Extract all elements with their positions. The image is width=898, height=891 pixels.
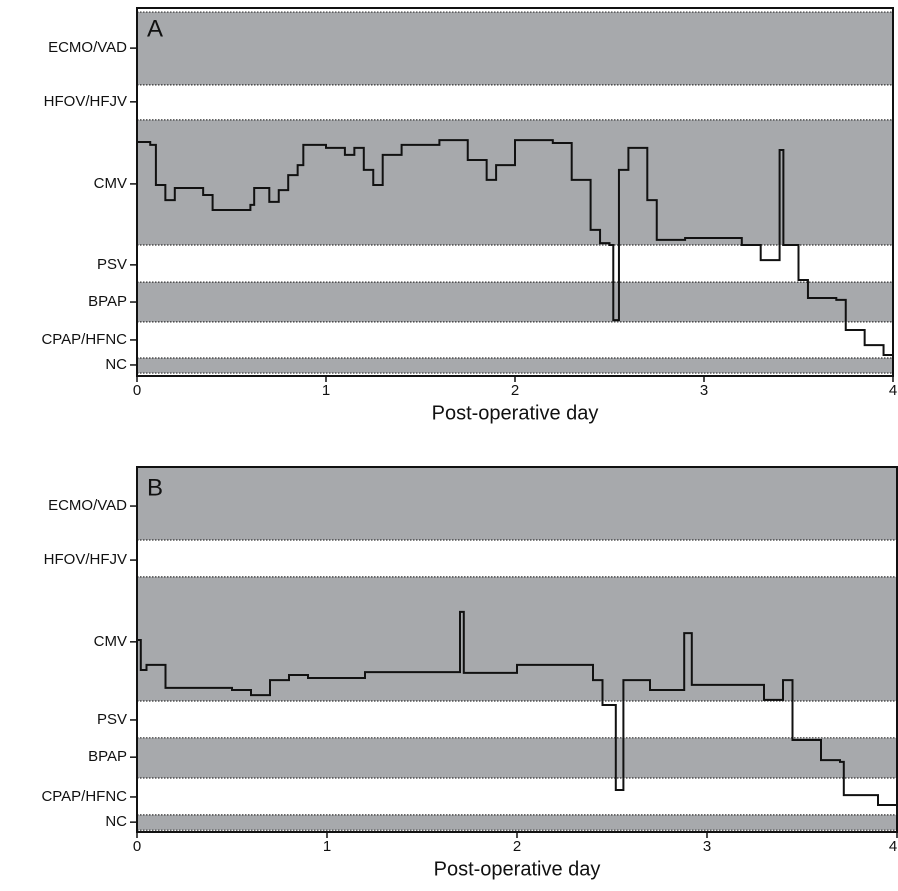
y-tick-label: ECMO/VAD (48, 39, 127, 56)
series-line (137, 610, 898, 812)
y-tick-label: PSV (97, 711, 127, 728)
y-tick-label: HFOV/HFJV (44, 551, 127, 568)
panel-label: B (147, 474, 163, 501)
x-tick-label: 3 (700, 382, 708, 399)
band (137, 282, 893, 322)
band (137, 814, 897, 831)
panel-label: A (147, 15, 163, 42)
x-tick-label: 0 (133, 382, 141, 399)
x-tick-label: 1 (323, 838, 331, 855)
x-tick-label: 4 (889, 382, 897, 399)
x-tick-label: 2 (513, 838, 521, 855)
x-tick-label: 3 (703, 838, 711, 855)
x-axis-label: Post-operative day (432, 402, 599, 424)
y-tick-label: CPAP/HFNC (41, 788, 127, 805)
x-axis-label: Post-operative day (434, 858, 601, 880)
y-tick-label: HFOV/HFJV (44, 93, 127, 110)
x-tick-label: 0 (133, 838, 141, 855)
y-tick-label: BPAP (88, 748, 127, 765)
series-line (137, 139, 894, 371)
band (137, 357, 893, 374)
band (137, 467, 897, 540)
y-tick-label: BPAP (88, 293, 127, 310)
band (137, 576, 897, 701)
x-tick-label: 1 (322, 382, 330, 399)
y-tick-label: ECMO/VAD (48, 497, 127, 514)
x-tick-label: 2 (511, 382, 519, 399)
x-tick-label: 4 (889, 838, 897, 855)
band (137, 737, 897, 778)
band (137, 12, 893, 85)
y-tick-label: NC (105, 356, 127, 373)
y-tick-label: CMV (94, 175, 127, 192)
y-tick-label: NC (105, 813, 127, 830)
y-tick-label: CPAP/HFNC (41, 331, 127, 348)
y-tick-label: CMV (94, 633, 127, 650)
y-tick-label: PSV (97, 256, 127, 273)
